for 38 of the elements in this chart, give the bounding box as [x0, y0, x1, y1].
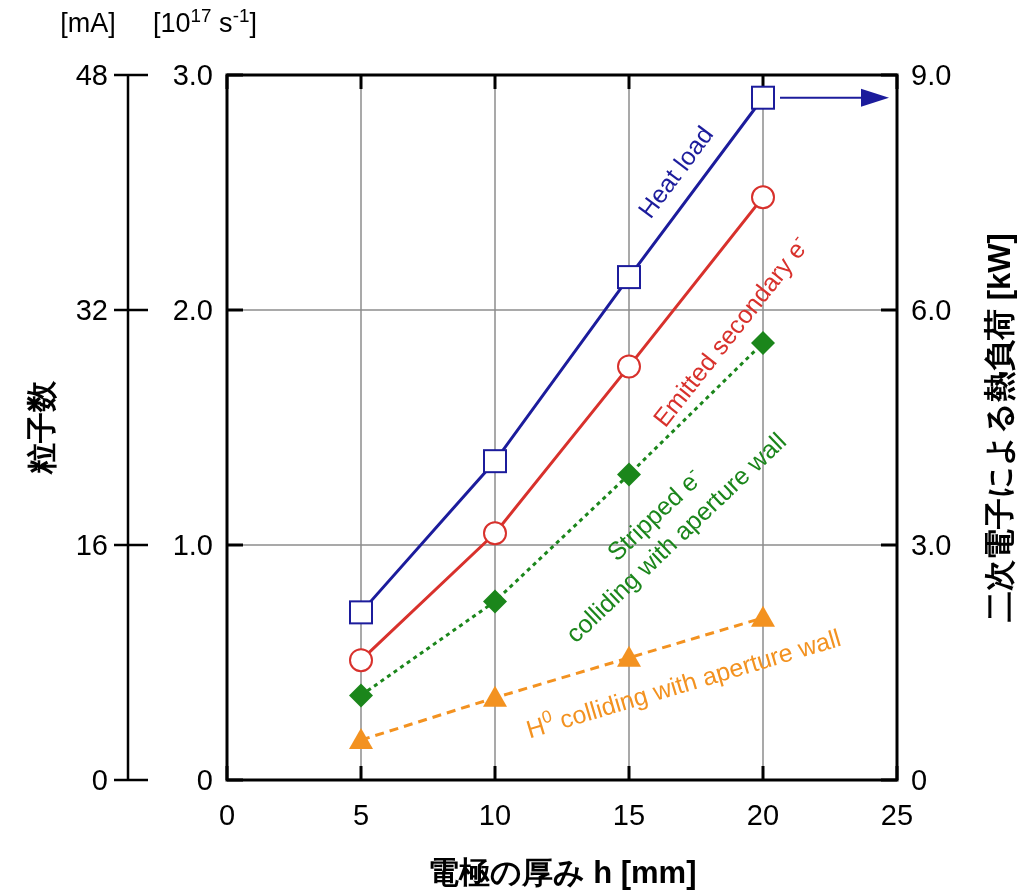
point — [349, 648, 373, 673]
point — [349, 600, 373, 625]
x-tick-label: 10 — [478, 799, 512, 831]
x-tick-label: 0 — [218, 799, 236, 831]
y3-tick-label: 16 — [75, 529, 108, 561]
y2-tick-label: 9.0 — [911, 59, 952, 91]
y-tick-label: 2.0 — [172, 294, 213, 326]
point — [617, 645, 641, 667]
point — [617, 265, 641, 290]
point — [751, 605, 775, 627]
y3-tick-label: 48 — [75, 59, 108, 91]
y-tick-label: 3.0 — [172, 59, 213, 91]
x-tick-label: 5 — [352, 799, 370, 831]
x-tick-label: 20 — [746, 799, 780, 831]
point — [751, 85, 775, 110]
point — [751, 185, 775, 210]
y3-axis-title: [mA] — [60, 8, 116, 38]
point — [617, 354, 641, 379]
y2-axis-title: 二次電子による熱負荷 [kW] — [982, 233, 1017, 622]
y3-tick-label: 32 — [75, 294, 108, 326]
y2-tick-label: 0 — [911, 764, 928, 796]
y2-tick-label: 3.0 — [911, 529, 952, 561]
point — [349, 683, 373, 708]
point — [483, 589, 507, 614]
text: [10$^{17}$ s$^{-1}$] — [153, 4, 257, 38]
point — [349, 728, 373, 750]
x-axis-title: 電極の厚み h [mm] — [427, 855, 697, 890]
y-axis-title: 粒子数 — [24, 380, 59, 475]
point — [483, 521, 507, 546]
y2-tick-label: 6.0 — [911, 294, 952, 326]
x-tick-label: 15 — [612, 799, 646, 831]
point — [617, 462, 641, 487]
y-tick-label: 1.0 — [172, 529, 213, 561]
point — [483, 449, 507, 474]
point — [483, 685, 507, 707]
x-tick-label: 25 — [880, 799, 914, 831]
y3-tick-label: 0 — [91, 764, 108, 796]
y-tick-label: 0 — [196, 764, 213, 796]
